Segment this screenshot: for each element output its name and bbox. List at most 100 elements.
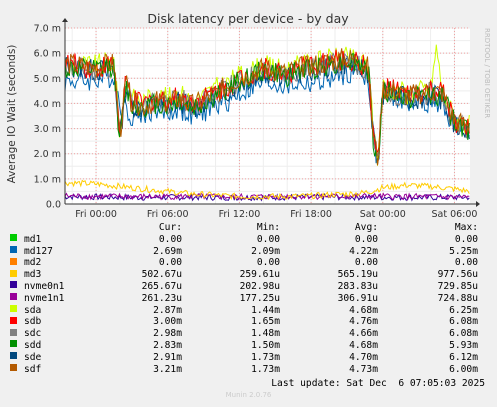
legend-swatch [10, 281, 17, 289]
legend-series-name: sdf [24, 363, 42, 375]
legend-max-value: 977.56u [437, 269, 478, 281]
legend-header-cur: Cur: [158, 222, 182, 233]
legend-row-sda: sda 2.87m 1.44m 4.68m 6.25m [10, 305, 478, 317]
legend-min-value: 1.50m [251, 339, 280, 351]
legend-series-name: sda [24, 304, 42, 316]
legend-series-name: sdc [24, 328, 42, 340]
y-tick-label: 5.0 m [34, 74, 61, 85]
legend-cur-value: 3.00m [153, 316, 182, 328]
legend-cur-value: 261.23u [141, 292, 182, 304]
y-tick-label: 6.0 m [34, 49, 61, 60]
chart: Disk latency per device - by day Average… [6, 11, 491, 220]
legend-row-md1: md1 0.00 0.00 0.00 0.00 [10, 234, 478, 246]
legend-avg-value: 0.00 [354, 257, 378, 269]
legend-row-md2: md2 0.00 0.00 0.00 0.00 [10, 257, 478, 269]
legend-row-nvme0n1: nvme0n1 265.67u 202.98u 283.83u 729.85u [10, 281, 478, 293]
legend-header-avg: Avg: [354, 222, 378, 233]
legend-table: Cur: Min: Avg: Max: md1 0.00 0.00 0.00 0.00 m… [10, 222, 478, 375]
x-tick-label: Fri 12:00 [219, 209, 261, 220]
x-tick-label: Fri 18:00 [290, 209, 332, 220]
legend-cur-value: 2.98m [153, 328, 182, 340]
legend-max-value: 5.93m [449, 339, 478, 351]
x-tick-label: Sat 06:00 [431, 209, 477, 220]
legend-avg-value: 283.83u [337, 280, 378, 292]
legend-row-sdb: sdb 3.00m 1.65m 4.76m 6.08m [10, 316, 478, 328]
y-axis-arrow [62, 18, 68, 22]
legend-avg-value: 4.22m [349, 245, 378, 257]
x-axis-arrow [476, 201, 480, 207]
legend-swatch [10, 328, 17, 336]
legend-avg-value: 4.73m [349, 363, 378, 375]
legend-series-name: sdd [24, 339, 42, 351]
legend-avg-value: 306.91u [337, 292, 378, 304]
legend-cur-value: 2.69m [153, 245, 182, 257]
legend-series-name: sde [24, 351, 42, 363]
legend-max-value: 6.00m [449, 363, 478, 375]
legend-cur-value: 3.21m [153, 363, 182, 375]
y-tick-label: 0.0 [46, 200, 61, 211]
legend-avg-value: 4.68m [349, 304, 378, 316]
legend-min-value: 1.65m [251, 316, 280, 328]
y-tick-label: 2.0 m [34, 149, 61, 160]
legend-max-value: 6.12m [449, 351, 478, 363]
legend-header-min: Min: [256, 222, 280, 233]
legend-series-name: md3 [24, 269, 42, 281]
legend-max-value: 0.00 [454, 257, 478, 269]
x-tick-label: Fri 00:00 [75, 209, 117, 220]
legend-swatch [10, 269, 17, 277]
legend-cur-value: 2.83m [153, 339, 182, 351]
legend-swatch [10, 246, 17, 254]
legend-min-value: 259.61u [239, 269, 280, 281]
x-tick-label: Sat 00:00 [360, 209, 406, 220]
legend-series-name: sdb [24, 316, 42, 328]
legend-min-value: 202.98u [239, 280, 280, 292]
legend-swatch [10, 234, 17, 242]
legend-swatch [10, 364, 17, 372]
legend-avg-value: 565.19u [337, 269, 378, 281]
legend-max-value: 5.25m [449, 245, 478, 257]
x-tick-label: Fri 06:00 [147, 209, 189, 220]
series-line-sde [64, 53, 470, 164]
legend-cur-value: 0.00 [158, 233, 182, 245]
series-lines [64, 44, 470, 202]
legend-max-value: 6.08m [449, 316, 478, 328]
y-tick-label: 4.0 m [34, 99, 61, 110]
legend-avg-value: 0.00 [354, 233, 378, 245]
series-line-sda [64, 44, 470, 166]
legend-min-value: 1.73m [251, 351, 280, 363]
legend-max-value: 6.08m [449, 328, 478, 340]
legend-row-md3: md3 502.67u 259.61u 565.19u 977.56u [10, 269, 478, 281]
legend-swatch [10, 340, 17, 348]
y-tick-label: 3.0 m [34, 124, 61, 135]
legend-min-value: 1.44m [251, 304, 280, 316]
legend-cur-value: 265.67u [141, 280, 182, 292]
series-line-sdc [64, 52, 470, 157]
legend-swatch [10, 305, 17, 313]
legend-header-max: Max: [454, 222, 478, 233]
series-line-nvme1n1 [64, 192, 470, 202]
legend-row-sdd: sdd 2.83m 1.50m 4.68m 5.93m [10, 340, 478, 352]
legend-min-value: 0.00 [256, 257, 280, 269]
legend-row-sdc: sdc 2.98m 1.48m 4.66m 6.08m [10, 328, 478, 340]
munin-version: Munin 2.0.76 [225, 391, 272, 399]
y-tick-label: 7.0 m [34, 24, 61, 35]
legend-cur-value: 0.00 [158, 257, 182, 269]
axes: 0.0 1.0 m 2.0 m 3.0 m 4.0 m 5.0 m 6.0 m 7.0 m Fr… [34, 18, 480, 220]
legend-avg-value: 4.70m [349, 351, 378, 363]
legend-series-name: md127 [24, 245, 53, 257]
legend-max-value: 0.00 [454, 233, 478, 245]
legend-min-value: 177.25u [239, 292, 280, 304]
legend-max-value: 6.25m [449, 304, 478, 316]
y-axis-label: Average IO Wait (seconds) [6, 45, 18, 184]
legend-swatch [10, 316, 17, 324]
legend-cur-value: 2.87m [153, 304, 182, 316]
legend-avg-value: 4.68m [349, 339, 378, 351]
legend-swatch [10, 257, 17, 265]
legend-header-row: Cur: Min: Avg: Max: [10, 222, 478, 234]
last-update: Last update: Sat Dec 6 07:05:03 2025 [271, 378, 485, 389]
legend-series-name: nvme1n1 [24, 292, 65, 304]
legend-series-name: md1 [24, 233, 42, 245]
series-line-md3 [64, 179, 470, 201]
legend-row-sdf: sdf 3.21m 1.73m 4.73m 6.00m [10, 364, 478, 376]
legend-min-value: 0.00 [256, 233, 280, 245]
